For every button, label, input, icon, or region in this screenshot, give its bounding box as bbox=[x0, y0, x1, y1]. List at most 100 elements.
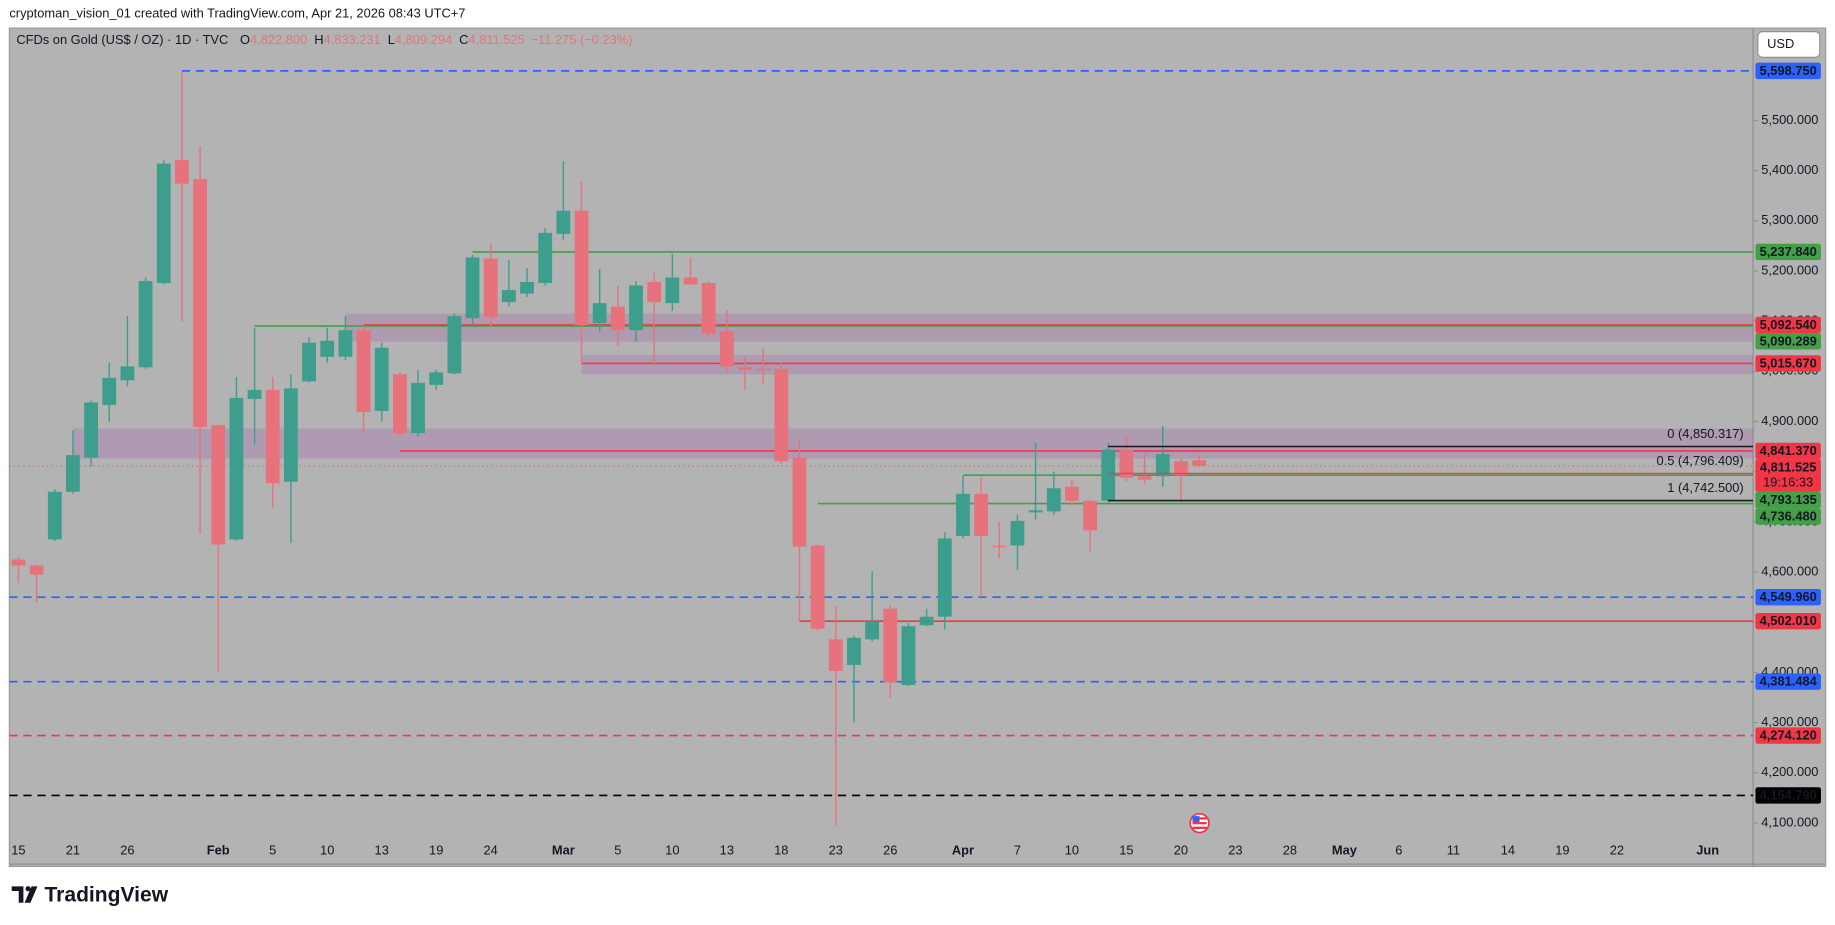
x-tick-label: 23 bbox=[829, 843, 843, 858]
y-tick-label: 5,400.000 bbox=[1761, 162, 1818, 177]
ohlc-key: H bbox=[314, 32, 323, 47]
ohlc-value: 4,809.294 bbox=[395, 32, 452, 47]
currency-button[interactable] bbox=[1757, 31, 1821, 58]
zone bbox=[345, 313, 1754, 342]
candle-body bbox=[429, 372, 444, 385]
x-tick-label: 10 bbox=[1065, 843, 1079, 858]
candle-body bbox=[211, 425, 226, 545]
y-tick-label: 4,100.000 bbox=[1761, 814, 1818, 829]
candle-body bbox=[338, 330, 353, 357]
candle-body bbox=[847, 637, 861, 665]
price-badge-label: 5,090.289 bbox=[1760, 333, 1817, 348]
candle-body bbox=[465, 257, 480, 319]
x-tick-label: 22 bbox=[1610, 843, 1624, 858]
fib-label: 0.5 (4,796.409) bbox=[1657, 453, 1744, 468]
candle-body bbox=[392, 374, 407, 434]
candle-body bbox=[302, 342, 316, 382]
candle-body bbox=[1065, 486, 1079, 501]
price-badge-label: 4,502.010 bbox=[1760, 613, 1817, 628]
candle-body bbox=[992, 545, 1007, 548]
y-tick-label: 4,900.000 bbox=[1761, 413, 1818, 428]
x-tick-label: Feb bbox=[207, 843, 230, 858]
candle-body bbox=[1137, 476, 1152, 480]
candle-body bbox=[84, 402, 99, 458]
candle-body bbox=[193, 179, 207, 428]
countdown: 19:16:33 bbox=[1763, 475, 1813, 490]
candle-body bbox=[411, 382, 425, 434]
x-tick-label: 11 bbox=[1447, 843, 1460, 858]
y-tick-label: 4,600.000 bbox=[1761, 563, 1818, 578]
candle-body bbox=[175, 160, 189, 184]
price-badge-label: 4,811.525 bbox=[1760, 459, 1816, 474]
x-tick-label: Mar bbox=[552, 843, 575, 858]
candle-body bbox=[937, 538, 952, 617]
candle-body bbox=[356, 330, 371, 412]
x-tick-label: 18 bbox=[774, 843, 788, 858]
ohlc-value: 4,822.800 bbox=[250, 32, 307, 47]
candle-body bbox=[774, 368, 789, 462]
candle-body bbox=[810, 545, 825, 629]
x-tick-label: 19 bbox=[1555, 843, 1569, 858]
x-tick-label: 6 bbox=[1395, 843, 1402, 858]
price-badge-label: 4,793.135 bbox=[1760, 492, 1817, 507]
candle-body bbox=[592, 303, 607, 324]
price-badge bbox=[1755, 673, 1821, 690]
price-badge-label: 4,841.370 bbox=[1760, 443, 1817, 458]
currency[interactable]: USD bbox=[1767, 36, 1794, 51]
chart-background bbox=[8, 27, 1827, 868]
x-tick-label: 20 bbox=[1174, 843, 1188, 858]
x-tick-label: 14 bbox=[1501, 843, 1515, 858]
candle-body bbox=[610, 306, 625, 331]
candle-body bbox=[29, 565, 44, 575]
candle-body bbox=[1101, 449, 1116, 501]
price-badge-label: 4,736.480 bbox=[1760, 508, 1817, 523]
price-badge bbox=[1755, 491, 1821, 509]
y-tick-label: 4,200.000 bbox=[1761, 764, 1818, 779]
candle-body bbox=[719, 331, 734, 367]
candle-body bbox=[520, 282, 534, 294]
candle-body bbox=[1083, 500, 1098, 531]
candle-body bbox=[320, 340, 335, 357]
price-badge bbox=[1755, 727, 1821, 744]
x-tick-label: 15 bbox=[11, 843, 25, 858]
candle-body bbox=[901, 626, 916, 685]
x-tick-label: 28 bbox=[1283, 843, 1297, 858]
price-badge bbox=[1755, 787, 1821, 804]
candle-body bbox=[1046, 488, 1061, 512]
candle-body bbox=[574, 210, 589, 326]
candle-body bbox=[283, 388, 298, 482]
candle-body bbox=[483, 258, 498, 318]
x-tick-label: 13 bbox=[720, 843, 734, 858]
fib-label: 1 (4,742.500) bbox=[1667, 480, 1743, 495]
candle-body bbox=[265, 389, 280, 484]
candle-body bbox=[447, 316, 462, 374]
zone bbox=[72, 428, 1754, 459]
candle-body bbox=[229, 397, 244, 540]
attribution: cryptoman_vision_01 created with Trading… bbox=[9, 5, 465, 20]
x-tick-label: 10 bbox=[665, 843, 679, 858]
candle-body bbox=[956, 493, 970, 536]
ohlc-key: L bbox=[388, 32, 395, 47]
price-badge-label: 4,274.120 bbox=[1760, 728, 1817, 743]
symbol-legend: CFDs on Gold (US$ / OZ) · 1D · TVC O4,822… bbox=[16, 32, 632, 47]
ohlc-value: 4,811.525 bbox=[468, 32, 524, 47]
price-badge bbox=[1755, 62, 1821, 80]
candle-body bbox=[974, 493, 989, 536]
price-badge bbox=[1755, 508, 1821, 525]
price-badge-label: 5,015.670 bbox=[1760, 355, 1817, 370]
x-tick-label: 21 bbox=[66, 843, 80, 858]
candle-body bbox=[865, 621, 880, 640]
fib: 0 (4,850.317) 0.5 (4,796.409) 1 (4,742.500… bbox=[1108, 426, 1754, 502]
x-tick-label: 5 bbox=[614, 843, 621, 858]
candle-body bbox=[501, 290, 516, 303]
brand-logo bbox=[11, 886, 38, 903]
candle-body bbox=[120, 366, 135, 381]
candle-body bbox=[683, 277, 698, 285]
zones bbox=[72, 313, 1754, 459]
candle-body bbox=[556, 210, 571, 234]
x-tick-label: 15 bbox=[1119, 843, 1133, 858]
candle-body bbox=[792, 457, 807, 547]
x-tick-label: 26 bbox=[120, 843, 134, 858]
candle-body bbox=[883, 608, 898, 683]
